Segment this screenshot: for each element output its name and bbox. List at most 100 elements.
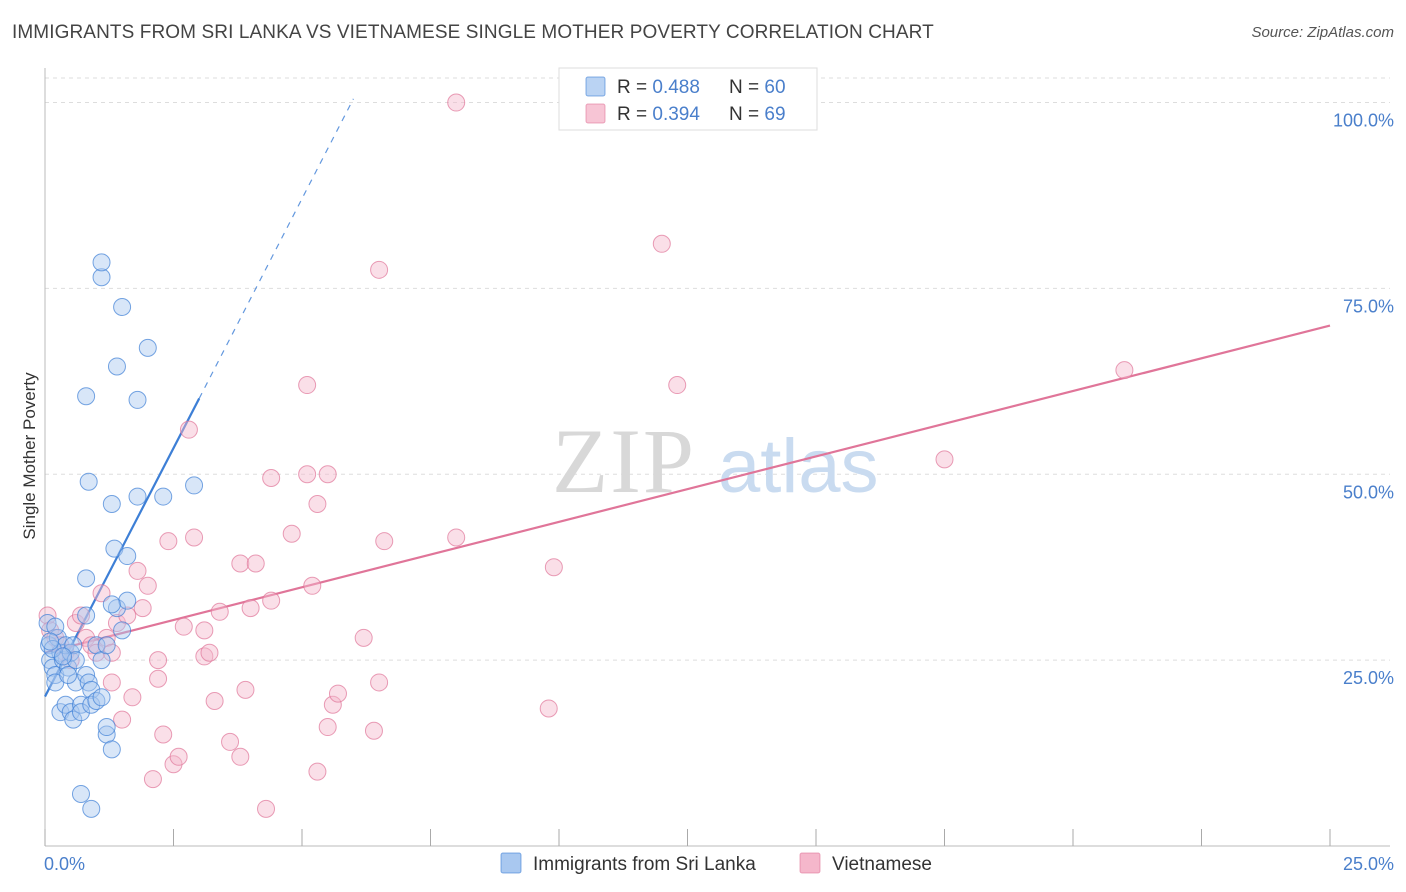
sri-lanka-point <box>77 606 96 625</box>
vietnamese-point <box>149 651 168 670</box>
vietnamese-point <box>92 584 111 603</box>
sri-lanka-point <box>118 591 137 610</box>
vietnamese-points <box>38 93 1134 818</box>
vietnamese-point <box>143 770 162 789</box>
vietnamese-point <box>159 532 178 551</box>
legend-swatch-vietnamese <box>799 852 821 874</box>
sri-lanka-point <box>41 632 60 651</box>
sri-lanka-point <box>79 673 98 692</box>
vietnamese-point <box>174 617 193 636</box>
sri-lanka-point <box>43 658 62 677</box>
vietnamese-point <box>323 695 342 714</box>
sri-lanka-point <box>77 387 96 406</box>
vietnamese-point <box>298 465 317 484</box>
vietnamese-point <box>205 692 224 711</box>
sri-lanka-trend-extension <box>198 98 354 399</box>
vietnamese-point <box>123 688 142 707</box>
sri-lanka-point <box>102 740 121 759</box>
sri-lanka-point <box>77 569 96 588</box>
chart-title: IMMIGRANTS FROM SRI LANKA VS VIETNAMESE … <box>12 22 934 43</box>
r-value: 0.488 <box>652 77 700 98</box>
vietnamese-point <box>149 669 168 688</box>
trend-lines <box>44 98 1331 698</box>
vietnamese-point <box>364 721 383 740</box>
y-tick-label: 75.0% <box>1343 296 1394 316</box>
watermark-zip: ZIP <box>552 410 696 512</box>
vietnamese-point <box>195 621 214 640</box>
legend-stats: R = 0.488 N = 60 <box>617 77 786 98</box>
n-value: 69 <box>764 104 785 125</box>
vietnamese-point <box>318 718 337 737</box>
sri-lanka-point <box>113 297 132 316</box>
sri-lanka-point <box>92 688 111 707</box>
vietnamese-point <box>375 532 394 551</box>
sri-lanka-point <box>102 495 121 514</box>
y-tick-label: 100.0% <box>1333 111 1394 131</box>
r-label: R = <box>617 77 652 98</box>
sri-lanka-points <box>38 253 204 818</box>
sri-lanka-point <box>71 784 90 803</box>
legend-stats: R = 0.394 N = 69 <box>617 104 786 125</box>
sri-lanka-point <box>128 390 147 409</box>
sri-lanka-point <box>59 658 78 677</box>
legend-label-sri-lanka: Immigrants from Sri Lanka <box>533 854 756 875</box>
vietnamese-point <box>308 762 327 781</box>
sri-lanka-point <box>138 338 157 357</box>
sri-lanka-point <box>118 547 137 566</box>
vietnamese-trend-line <box>44 324 1331 654</box>
vietnamese-point <box>241 599 260 618</box>
vietnamese-point <box>154 725 173 744</box>
legend-bottom: Immigrants from Sri Lanka Vietnamese <box>500 852 932 875</box>
legend-top: R = 0.488 N = 60 R = 0.394 N = 69 <box>558 67 818 131</box>
watermark: ZIP atlas <box>552 410 879 512</box>
vietnamese-point <box>185 528 204 547</box>
y-axis-title: Single Mother Poverty <box>20 372 39 540</box>
sri-lanka-point <box>53 647 72 666</box>
vietnamese-point <box>179 420 198 439</box>
sri-lanka-point <box>185 476 204 495</box>
vietnamese-point <box>113 710 132 729</box>
vietnamese-point <box>262 591 281 610</box>
vietnamese-point <box>210 602 229 621</box>
sri-lanka-point <box>92 253 111 272</box>
vietnamese-point <box>935 450 954 469</box>
sri-lanka-point <box>113 621 132 640</box>
n-label: N = <box>729 77 764 98</box>
sri-lanka-point <box>59 666 78 685</box>
vietnamese-point <box>328 684 347 703</box>
vietnamese-point <box>138 576 157 595</box>
vietnamese-point <box>128 561 147 580</box>
vietnamese-point <box>71 606 90 625</box>
vietnamese-point <box>447 93 466 112</box>
vietnamese-point <box>544 558 563 577</box>
vietnamese-point <box>370 260 389 279</box>
gridlines <box>45 77 1390 661</box>
sri-lanka-point <box>66 673 85 692</box>
vietnamese-point <box>231 554 250 573</box>
sri-lanka-point <box>97 636 116 655</box>
sri-lanka-point <box>154 487 173 506</box>
r-label: R = <box>617 104 652 125</box>
sri-lanka-point <box>71 695 90 714</box>
sri-lanka-point <box>43 639 62 658</box>
sri-lanka-point <box>92 268 111 287</box>
vietnamese-point <box>668 376 687 395</box>
source-credit: Source: ZipAtlas.com <box>1251 24 1394 41</box>
sri-lanka-point <box>64 636 83 655</box>
x-tick-label-max: 25.0% <box>1343 854 1394 874</box>
vietnamese-point <box>246 554 265 573</box>
x-tick-label-min: 0.0% <box>44 854 85 874</box>
sri-lanka-point <box>82 680 101 699</box>
vietnamese-point <box>169 747 188 766</box>
legend-label-vietnamese: Vietnamese <box>832 854 932 875</box>
sri-lanka-point <box>128 487 147 506</box>
vietnamese-point <box>447 528 466 547</box>
vietnamese-point <box>200 643 219 662</box>
sri-lanka-point <box>61 703 80 722</box>
vietnamese-point <box>236 680 255 699</box>
legend-swatch <box>585 103 606 124</box>
vietnamese-point <box>257 799 276 818</box>
sri-lanka-point <box>82 799 101 818</box>
sri-lanka-point <box>71 703 90 722</box>
